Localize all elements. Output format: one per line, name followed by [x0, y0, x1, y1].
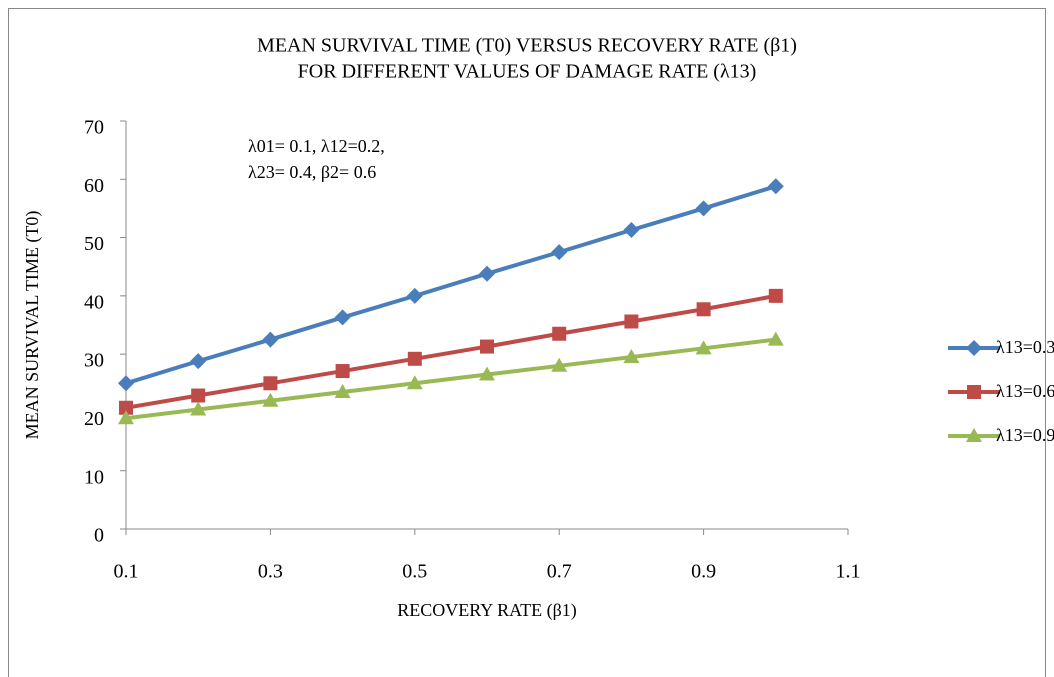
y-tick-label: 0 — [94, 525, 104, 547]
y-tick-label: 50 — [84, 233, 104, 255]
data-point — [335, 364, 350, 379]
data-point — [767, 178, 784, 195]
data-point — [479, 265, 495, 282]
data-point — [191, 388, 206, 403]
x-tick-label: 0.5 — [402, 561, 427, 583]
data-point — [623, 221, 640, 238]
data-point — [118, 410, 134, 425]
chart-title: FOR DIFFERENT VALUES OF DAMAGE RATE (λ13… — [298, 61, 757, 83]
y-tick-label: 40 — [84, 291, 104, 313]
series-line — [125, 184, 777, 386]
data-point — [262, 392, 279, 407]
legend-marker — [966, 428, 982, 442]
data-point — [768, 288, 783, 303]
data-point — [552, 326, 567, 341]
data-point — [406, 375, 423, 390]
legend-label: λ13=0.6 — [996, 381, 1054, 401]
x-axis-label: RECOVERY RATE (β1) — [397, 600, 577, 621]
chart-title: MEAN SURVIVAL TIME (T0) VERSUS RECOVERY … — [257, 35, 797, 57]
legend-label: λ13=0.3 — [996, 337, 1054, 357]
data-point — [334, 384, 351, 399]
x-tick-label: 0.7 — [547, 561, 572, 583]
data-point — [767, 331, 784, 346]
legend-label: λ13=0.9 — [996, 425, 1054, 445]
annotation: λ01= 0.1, λ12=0.2, — [248, 136, 385, 156]
x-tick-label: 0.1 — [114, 561, 139, 583]
data-point — [551, 357, 568, 372]
data-point — [624, 314, 639, 329]
legend-marker — [966, 340, 982, 356]
data-point — [695, 200, 712, 217]
y-tick-label: 70 — [84, 117, 104, 139]
data-point — [695, 340, 712, 355]
chart-frame — [8, 8, 1046, 677]
data-point — [263, 376, 278, 391]
x-tick-label: 0.9 — [691, 561, 716, 583]
data-point — [190, 401, 207, 416]
y-tick-label: 10 — [84, 466, 104, 488]
data-point — [262, 331, 279, 348]
data-point — [480, 339, 494, 354]
legend-marker — [967, 385, 981, 399]
data-point — [119, 400, 133, 415]
y-axis-label: MEAN SURVIVAL TIME (T0) — [22, 211, 43, 440]
data-point — [479, 366, 495, 381]
x-tick-label: 1.1 — [836, 561, 861, 583]
data-point — [334, 309, 351, 326]
data-point — [696, 302, 711, 317]
series-line — [125, 293, 777, 410]
series-line — [125, 337, 777, 421]
x-tick-label: 0.3 — [258, 561, 283, 583]
data-point — [551, 244, 568, 261]
data-point — [407, 351, 422, 366]
annotation: λ23= 0.4, β2= 0.6 — [248, 162, 376, 182]
data-point — [623, 349, 640, 364]
y-tick-label: 20 — [84, 408, 104, 430]
y-tick-label: 30 — [84, 350, 104, 372]
data-point — [190, 353, 207, 370]
y-tick-label: 60 — [84, 175, 104, 197]
data-point — [406, 287, 423, 304]
data-point — [118, 375, 134, 392]
